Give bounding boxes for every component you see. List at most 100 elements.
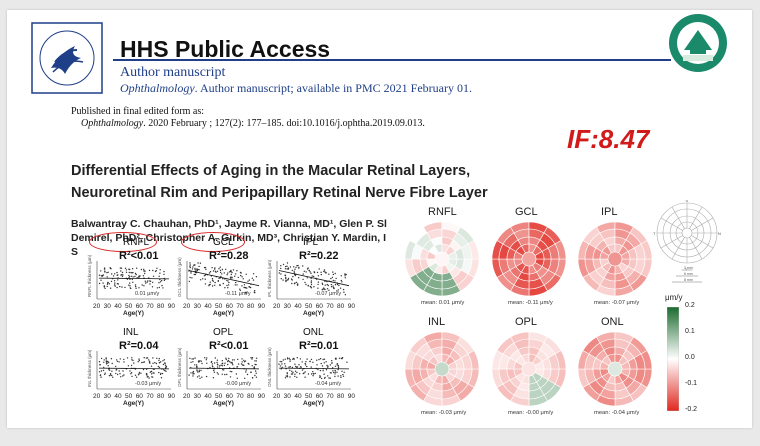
- map-sector: [467, 350, 480, 370]
- scatter-point: [226, 279, 228, 281]
- scatter-point: [191, 268, 194, 270]
- map-sector: [449, 239, 462, 252]
- map-sector: [614, 228, 631, 241]
- map-sector: [599, 361, 610, 370]
- scatter-point: [338, 284, 340, 287]
- scatter-point: [204, 278, 206, 280]
- scatter-point: [327, 366, 329, 368]
- scatter-point: [239, 288, 241, 290]
- scatter-point: [230, 273, 232, 276]
- scatter-point: [196, 366, 198, 368]
- map-sector: [447, 361, 458, 370]
- x-tick-label: 50: [125, 393, 133, 400]
- scatter-point: [319, 358, 322, 360]
- grid-spoke: [691, 217, 714, 231]
- trend-line: [98, 277, 170, 280]
- scatter-point: [323, 373, 325, 375]
- scatter-point: [139, 275, 141, 277]
- scatter-inl-label: INL: [123, 327, 139, 338]
- map-sector: [447, 368, 458, 377]
- scatter-point: [135, 287, 137, 289]
- map-sector: [528, 243, 537, 254]
- map-sector: [614, 277, 631, 290]
- scatter-point: [295, 266, 297, 269]
- scatter-point: [333, 287, 335, 290]
- scatter-point: [161, 368, 163, 370]
- scatter-point: [148, 269, 151, 272]
- map-sector: [460, 258, 473, 275]
- scatter-point: [331, 362, 333, 364]
- scatter-point: [214, 281, 216, 284]
- scatter-point: [123, 374, 125, 376]
- map-gcl-mean: mean: -0.11 μm/y: [508, 300, 553, 306]
- scatter-point: [229, 361, 231, 363]
- map-sector: [467, 368, 480, 388]
- map-sector: [441, 394, 461, 407]
- scatter-point: [331, 360, 333, 362]
- map-sector: [528, 228, 545, 241]
- scatter-point: [189, 357, 191, 359]
- x-tick-label: 90: [167, 393, 175, 400]
- scatter-point: [251, 377, 254, 379]
- scatter-point: [141, 361, 143, 364]
- scatter-point: [296, 366, 299, 368]
- scatter-point: [107, 365, 109, 367]
- scatter-point: [211, 267, 213, 269]
- scatter-point: [205, 375, 208, 378]
- map-sector: [513, 258, 524, 267]
- scatter-point: [140, 372, 142, 374]
- scatter-point: [112, 376, 114, 378]
- scatter-point: [192, 370, 195, 373]
- map-sector: [601, 355, 612, 366]
- scatter-point: [125, 269, 128, 271]
- scatter-point: [124, 267, 127, 269]
- map-sector: [596, 394, 616, 407]
- scatter-point: [254, 292, 256, 294]
- scatter-point: [131, 272, 133, 274]
- scatter-point: [106, 285, 108, 288]
- scatter-point: [326, 283, 328, 286]
- scatter-point: [285, 276, 287, 279]
- scatter-point: [192, 373, 194, 375]
- scatter-point: [313, 275, 315, 278]
- map-sector: [584, 243, 597, 260]
- x-tick-label: 80: [247, 393, 255, 400]
- map-sector: [640, 258, 653, 278]
- scatter-point: [121, 271, 124, 274]
- scatter-point: [230, 277, 232, 279]
- x-tick-label: 70: [326, 393, 334, 400]
- scatter-point: [333, 371, 335, 374]
- scatter-point: [117, 277, 119, 279]
- scatter-point: [188, 374, 190, 376]
- scatter-point: [228, 281, 230, 284]
- university-seal: [667, 12, 729, 74]
- scatter-point: [227, 272, 229, 274]
- map-sector: [532, 262, 543, 273]
- scatter-point: [189, 262, 191, 264]
- scatter-point: [330, 372, 332, 374]
- map-sector: [528, 394, 548, 407]
- x-tick-label: 40: [114, 393, 122, 400]
- scatter-point: [300, 366, 302, 369]
- scatter-point: [304, 376, 306, 378]
- scatter-point: [194, 357, 196, 359]
- map-sector: [513, 277, 530, 290]
- map-opl-label: OPL: [515, 316, 538, 328]
- scatter-point: [247, 280, 249, 282]
- scatter-point: [255, 357, 258, 359]
- grid-spoke: [691, 235, 714, 249]
- scatter-point: [210, 275, 212, 277]
- map-sector: [536, 376, 549, 389]
- scatter-point: [342, 375, 345, 377]
- scatter-point: [341, 281, 343, 283]
- map-sector: [404, 350, 417, 370]
- scatter-point: [279, 360, 281, 363]
- scatter-point: [109, 374, 112, 376]
- map-sector: [422, 239, 435, 252]
- map-sector: [614, 374, 623, 385]
- map-sector: [460, 353, 473, 370]
- map-sector: [456, 226, 475, 245]
- scatter-point: [311, 275, 313, 277]
- scatter-point: [334, 371, 336, 373]
- map-sector: [577, 258, 590, 278]
